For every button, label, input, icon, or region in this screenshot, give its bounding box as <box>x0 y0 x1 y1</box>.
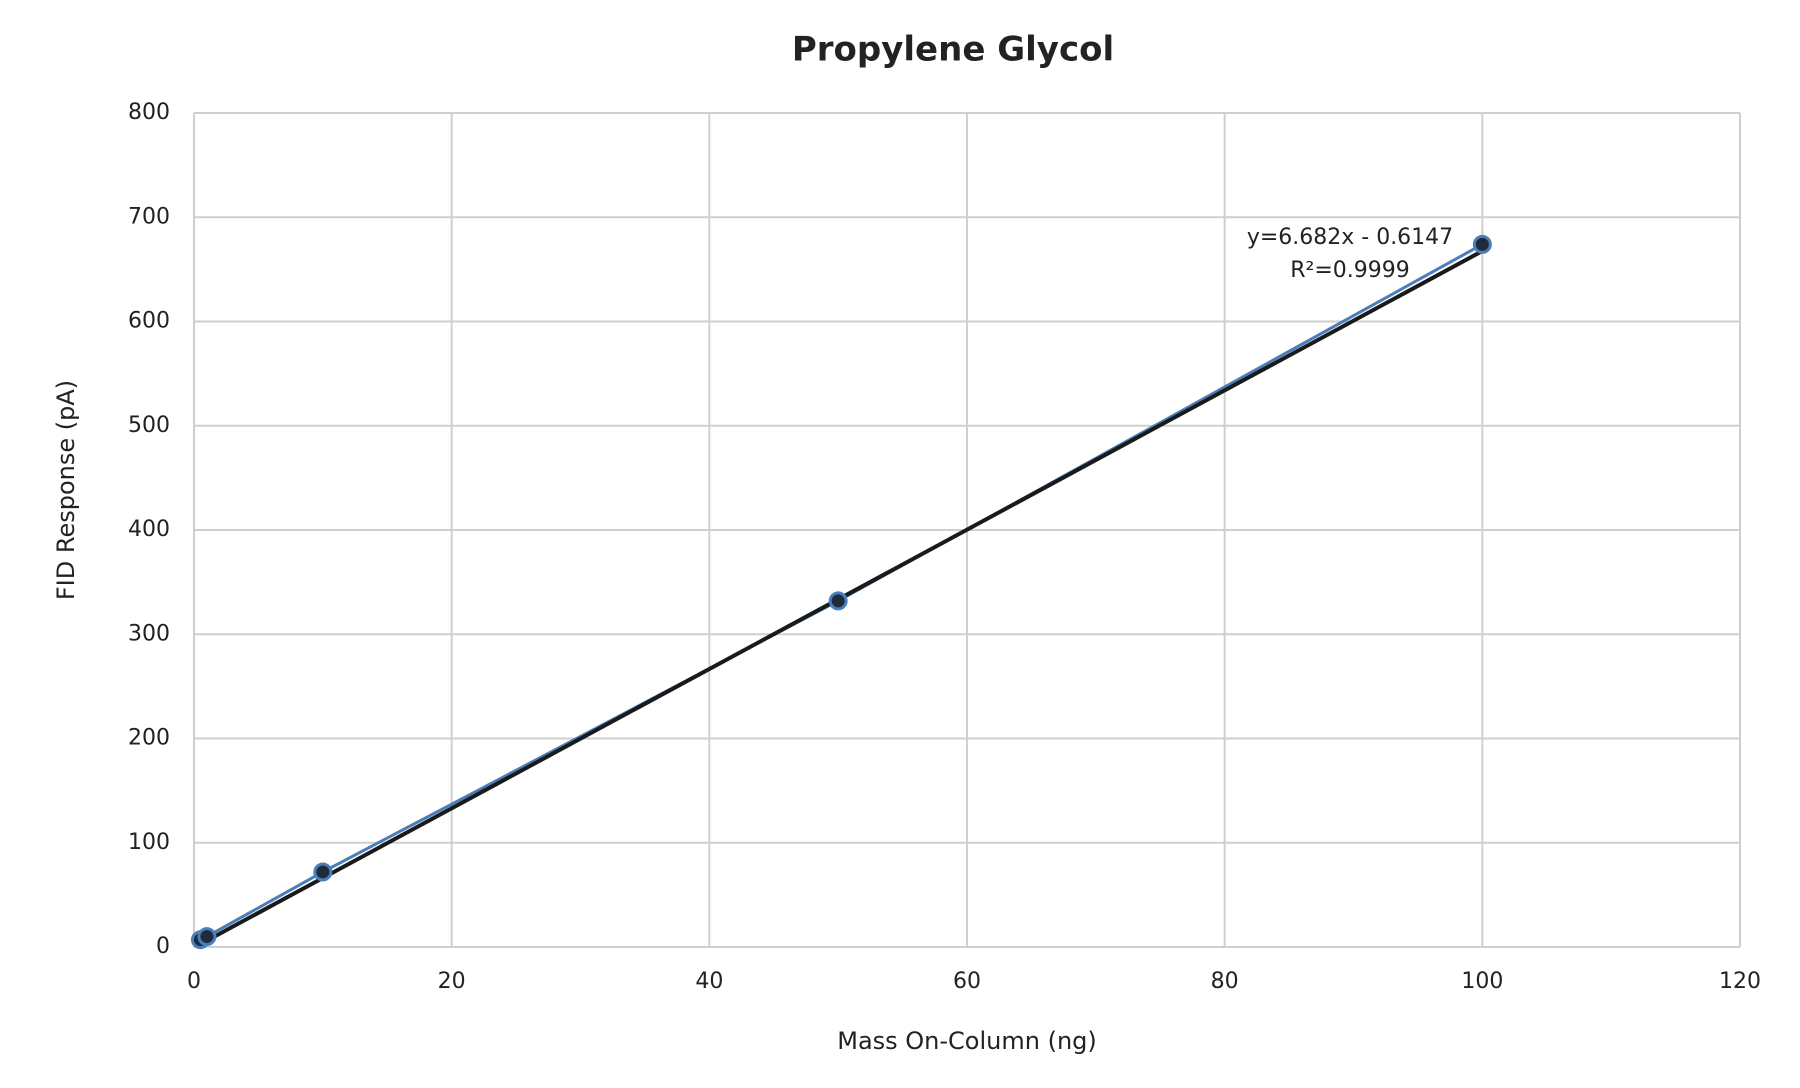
y-tick-label: 700 <box>128 204 170 229</box>
x-tick-label: 100 <box>1461 969 1503 994</box>
chart-title: Propylene Glycol <box>792 30 1114 70</box>
x-tick-label: 20 <box>438 969 466 994</box>
data-point <box>313 862 333 882</box>
x-tick-label: 40 <box>695 969 723 994</box>
x-tick-label: 60 <box>953 969 981 994</box>
r-squared-label: R²=0.9999 <box>1290 258 1410 283</box>
x-tick-label: 0 <box>187 969 201 994</box>
y-tick-label: 0 <box>156 934 170 959</box>
equation-label: y=6.682x - 0.6147 <box>1247 225 1453 250</box>
y-tick-label: 600 <box>128 309 170 334</box>
y-tick-label: 100 <box>128 830 170 855</box>
x-tick-label: 120 <box>1719 969 1761 994</box>
y-tick-label: 300 <box>128 621 170 646</box>
y-tick-label: 500 <box>128 413 170 438</box>
x-tick-label: 80 <box>1211 969 1239 994</box>
y-tick-label: 200 <box>128 726 170 751</box>
data-point <box>828 591 848 611</box>
y-tick-label: 800 <box>128 100 170 125</box>
data-point <box>1472 234 1492 254</box>
x-axis-label: Mass On-Column (ng) <box>837 1027 1097 1055</box>
y-axis-label: FID Response (pA) <box>52 380 80 600</box>
data-point <box>197 927 217 947</box>
y-tick-label: 400 <box>128 517 170 542</box>
